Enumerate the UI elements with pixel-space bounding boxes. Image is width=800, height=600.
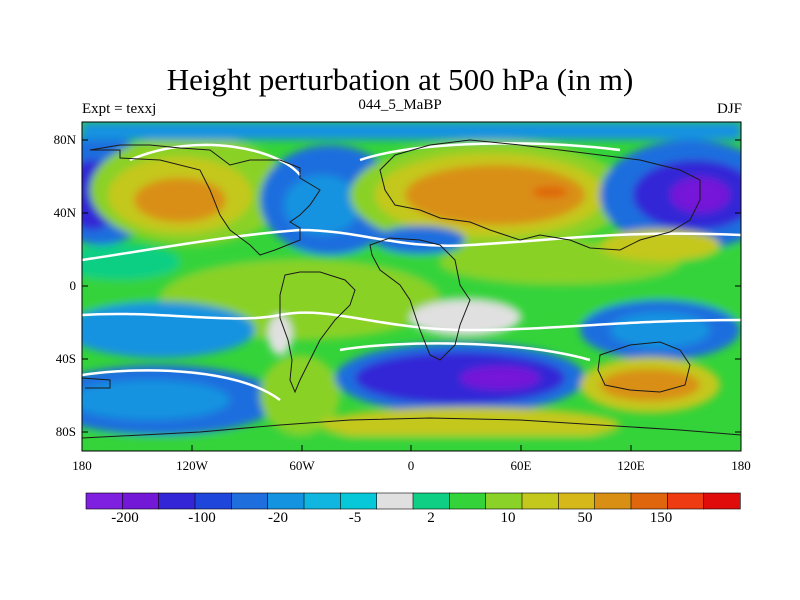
colorbar-swatch [85, 492, 123, 510]
colorbar-swatch [303, 492, 341, 510]
sp-trough-core [82, 380, 230, 420]
colorbar-swatch [667, 492, 705, 510]
zero-contour-sp [82, 369, 281, 402]
colorbar-swatch [158, 492, 196, 510]
colorbar-label: 10 [500, 510, 516, 526]
lat-label-0: 0 [69, 278, 77, 293]
lon-label-120e: 120E [617, 458, 645, 473]
lon-label-0: 0 [407, 458, 415, 473]
lon-label-120w: 120W [176, 458, 208, 473]
contour-fills [82, 122, 741, 451]
lon-label-180e: 180 [731, 458, 751, 473]
experiment-label: Expt = texxj [82, 101, 157, 117]
colorbar-swatch [558, 492, 596, 510]
australia-coast [597, 341, 691, 393]
colorbar [85, 492, 741, 510]
season-label: DJF [716, 101, 742, 117]
nz-coast [82, 377, 111, 389]
colorbar-label: 50 [577, 510, 593, 526]
colorbar-swatch [630, 492, 668, 510]
sa-ridge [260, 355, 340, 435]
colorbar-label: -100 [188, 510, 216, 526]
zero-contours [82, 142, 741, 402]
lon-ticks [81, 445, 742, 451]
africa-coast [369, 237, 471, 361]
eurasia-ridge-core [405, 165, 585, 225]
colorbar-label: -5 [348, 510, 362, 526]
na-ridge-core [134, 178, 226, 222]
tropical-weak [82, 244, 180, 280]
lat-label-80s: 80S [55, 424, 76, 439]
aus-ridge-core [600, 369, 700, 401]
colorbar-swatch [231, 492, 269, 510]
colorbar-swatch [194, 492, 232, 510]
eurasia-ridge-max [532, 186, 568, 198]
colorbar-label: -20 [268, 510, 288, 526]
colorbar-swatch [340, 492, 378, 510]
colorbar-swatch [449, 492, 487, 510]
lat-label-40n: 40N [53, 205, 76, 220]
colorbar-swatch [376, 492, 414, 510]
zero-contour-eu [359, 142, 621, 162]
case-label: 044_5_MaBP [358, 97, 442, 113]
colorbar-swatch [412, 492, 450, 510]
colorbar-label: 150 [649, 510, 673, 526]
colorbar-swatch [122, 492, 160, 510]
colorbar-swatch [703, 492, 741, 510]
neutral-indian [410, 300, 520, 336]
colorbar-swatch [267, 492, 305, 510]
coastlines [82, 139, 741, 439]
lat-ticks [82, 139, 741, 433]
sp-trough-north [82, 302, 255, 358]
colorbar-swatch [485, 492, 523, 510]
colorbar-swatch [594, 492, 632, 510]
zero-contour-so [339, 342, 591, 362]
north-america-coast [89, 144, 321, 256]
eurasia-coast [379, 139, 701, 251]
colorbar-swatch [521, 492, 559, 510]
nwp-ridge-south [600, 229, 720, 261]
colorbar-label: 2 [427, 510, 435, 526]
lat-label-40s: 40S [55, 351, 76, 366]
polar-south-band [82, 436, 741, 451]
atl-trough-core [284, 175, 360, 235]
polar-north-band [82, 122, 741, 140]
map-title: Height perturbation at 500 hPa (in m) [166, 62, 634, 97]
colorbar-label: -200 [111, 510, 139, 526]
zero-contour-na [129, 143, 301, 176]
field-layer [82, 122, 741, 451]
lat-label-80n: 80N [53, 132, 76, 147]
zero-contour-north [82, 228, 741, 262]
antarctic-ridge [320, 407, 620, 443]
so-trough-core [460, 366, 540, 390]
aus-trough-core [610, 312, 710, 348]
neutral-andes [268, 315, 292, 355]
antarctica-coast [82, 417, 741, 439]
lon-label-180w: 180 [72, 458, 92, 473]
lon-label-60e: 60E [510, 458, 532, 473]
zero-contour-south [82, 311, 741, 332]
south-america-coast [279, 271, 356, 394]
lon-label-60w: 60W [289, 458, 315, 473]
